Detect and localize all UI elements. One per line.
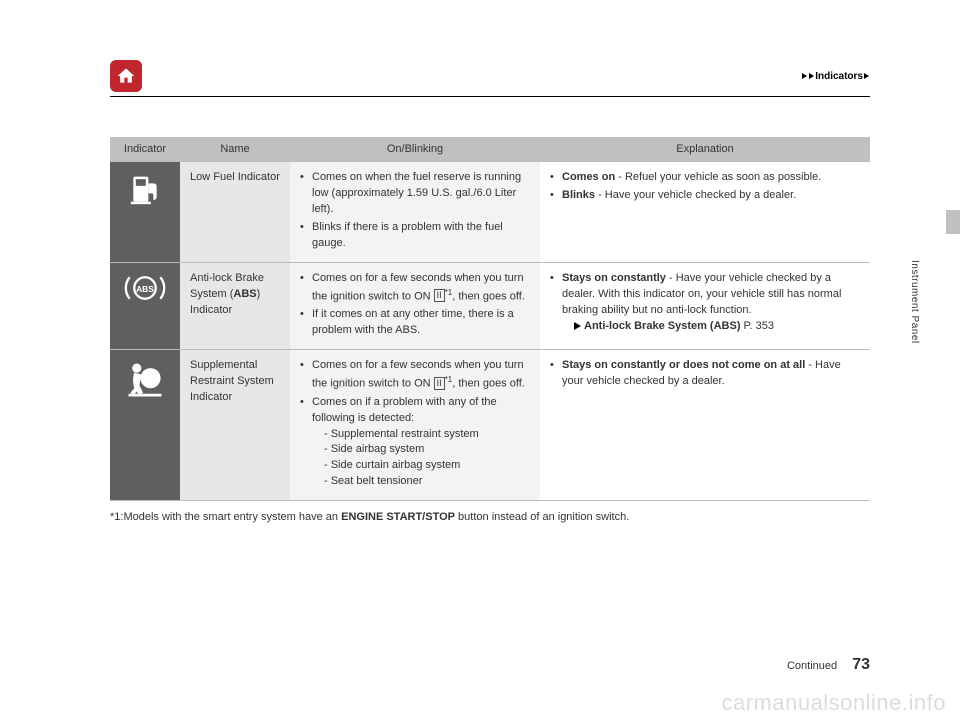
sub-item: - Seat belt tensioner <box>312 474 530 490</box>
ignition-position-icon: II <box>434 289 445 302</box>
col-onblink: On/Blinking <box>290 137 540 162</box>
fuel-pump-icon <box>125 170 165 210</box>
continued-label: Continued <box>787 660 837 672</box>
sub-item: - Side curtain airbag system <box>312 458 530 474</box>
ignition-position-icon: II <box>434 377 445 390</box>
breadcrumb-text: Indicators <box>815 71 863 82</box>
page-header: Indicators <box>110 60 870 97</box>
indicator-name: Supplemental Restraint System Indicator <box>180 350 290 501</box>
indicator-name: Anti-lock Brake System (ABS) Indicator <box>180 262 290 349</box>
sub-item: - Supplemental restraint system <box>312 427 530 443</box>
table-header: Indicator Name On/Blinking Explanation <box>110 137 870 162</box>
bullet-item: Blinks - Have your vehicle checked by a … <box>550 188 860 204</box>
bullet-item: Comes on for a few seconds when you turn… <box>300 271 530 306</box>
indicators-table: Indicator Name On/Blinking Explanation L… <box>110 137 870 501</box>
bullet-item: Comes on for a few seconds when you turn… <box>300 358 530 393</box>
side-tab <box>946 210 960 234</box>
triangle-icon <box>809 73 814 79</box>
bullet-item: Stays on constantly or does not come on … <box>550 358 860 390</box>
on-blinking-cell: Comes on for a few seconds when you turn… <box>290 350 540 501</box>
explanation-cell: Stays on constantly or does not come on … <box>540 350 870 501</box>
page-number: 73 <box>852 656 870 673</box>
breadcrumb: Indicators <box>801 71 870 82</box>
col-explanation: Explanation <box>540 137 870 162</box>
bullet-item: Comes on when the fuel reserve is runnin… <box>300 170 530 218</box>
page-footer: Continued 73 <box>787 656 870 674</box>
triangle-icon <box>802 73 807 79</box>
indicator-name: Low Fuel Indicator <box>180 162 290 263</box>
table-row: Low Fuel Indicator Comes on when the fue… <box>110 162 870 263</box>
airbag-icon <box>123 358 167 402</box>
svg-text:ABS: ABS <box>136 284 154 294</box>
table-row: ABS Anti-lock Brake System (ABS) Indicat… <box>110 262 870 349</box>
col-indicator: Indicator <box>110 137 180 162</box>
indicator-icon-cell <box>110 162 180 263</box>
home-button[interactable] <box>110 60 142 92</box>
on-blinking-cell: Comes on when the fuel reserve is runnin… <box>290 162 540 263</box>
watermark: carmanualsonline.info <box>721 690 946 716</box>
indicator-icon-cell <box>110 350 180 501</box>
cross-reference: Anti-lock Brake System (ABS) P. 353 <box>562 319 860 335</box>
bullet-item: If it comes on at any other time, there … <box>300 307 530 339</box>
table-row: Supplemental Restraint System Indicator … <box>110 350 870 501</box>
bullet-item: Comes on if a problem with any of the fo… <box>300 395 530 491</box>
footnote: *1:Models with the smart entry system ha… <box>110 511 870 523</box>
sub-item: - Side airbag system <box>312 442 530 458</box>
on-blinking-cell: Comes on for a few seconds when you turn… <box>290 262 540 349</box>
explanation-cell: Comes on - Refuel your vehicle as soon a… <box>540 162 870 263</box>
xref-arrow-icon <box>574 322 581 330</box>
col-name: Name <box>180 137 290 162</box>
abs-icon: ABS <box>122 271 168 305</box>
triangle-icon <box>864 73 869 79</box>
explanation-cell: Stays on constantly - Have your vehicle … <box>540 262 870 349</box>
section-label: Instrument Panel <box>909 260 920 344</box>
home-icon <box>116 66 136 86</box>
bullet-item: Stays on constantly - Have your vehicle … <box>550 271 860 335</box>
bullet-item: Comes on - Refuel your vehicle as soon a… <box>550 170 860 186</box>
bullet-item: Blinks if there is a problem with the fu… <box>300 220 530 252</box>
indicator-icon-cell: ABS <box>110 262 180 349</box>
